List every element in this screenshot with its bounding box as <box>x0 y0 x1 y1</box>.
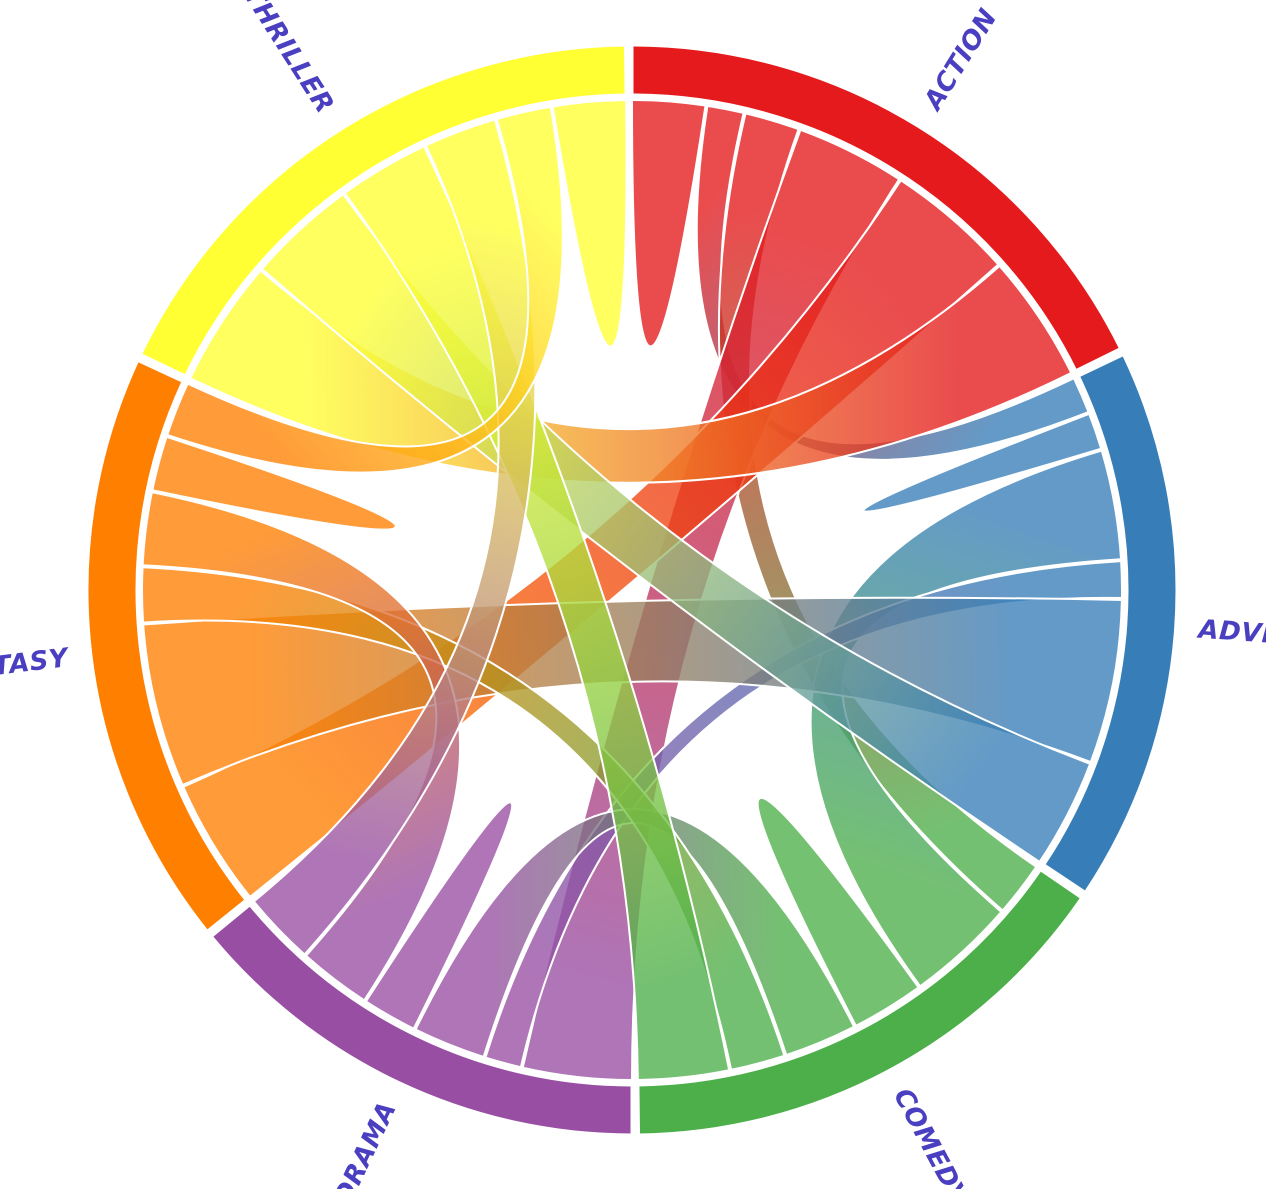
label-thriller: THRILLER <box>237 0 340 119</box>
arc-adventure <box>1041 352 1179 895</box>
arc-comedy <box>636 867 1084 1137</box>
ribbon-fantasy-thriller <box>165 105 564 474</box>
label-adventure: ADVENTURE <box>1196 615 1266 658</box>
ribbon-action-thriller <box>188 264 1073 484</box>
ribbon-comedy-thriller <box>343 144 731 1081</box>
arc-fantasy <box>85 358 249 934</box>
ribbon-thriller-thriller <box>551 99 628 348</box>
chord-ribbons <box>141 98 1124 1082</box>
arc-drama <box>209 902 634 1137</box>
label-comedy: COMEDY <box>887 1084 974 1189</box>
label-drama: DRAMA <box>329 1097 403 1189</box>
ribbon-action-action <box>630 98 707 348</box>
ribbon-drama-thriller <box>252 118 537 956</box>
ribbon-comedy-drama <box>414 808 856 1059</box>
group-arcs <box>85 43 1179 1137</box>
arc-thriller <box>138 43 628 379</box>
ribbon-fantasy-fantasy <box>151 435 397 531</box>
label-fantasy: FANTASY <box>0 643 73 689</box>
arc-action <box>630 43 1123 373</box>
ribbon-comedy-comedy <box>756 796 920 1028</box>
ribbon-adventure-adventure <box>862 412 1103 513</box>
label-action: ACTION <box>918 4 1004 117</box>
ribbon-drama-drama <box>364 801 514 1031</box>
